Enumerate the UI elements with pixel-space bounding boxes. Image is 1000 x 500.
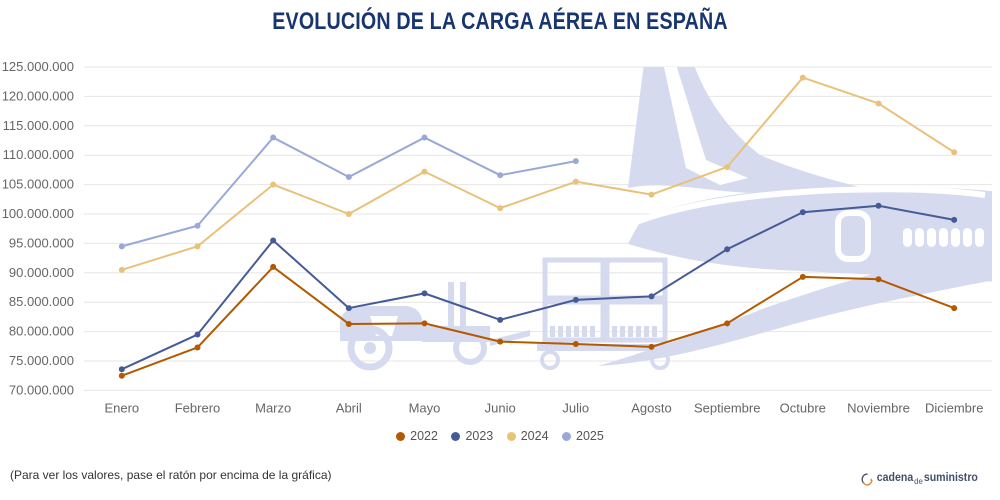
svg-text:85.000.000: 85.000.000 — [9, 294, 74, 309]
svg-text:Noviembre: Noviembre — [847, 400, 910, 415]
svg-text:Abril: Abril — [336, 400, 362, 415]
svg-text:90.000.000: 90.000.000 — [9, 265, 74, 280]
svg-text:120.000.000: 120.000.000 — [2, 88, 74, 103]
svg-text:80.000.000: 80.000.000 — [9, 324, 74, 339]
svg-text:105.000.000: 105.000.000 — [2, 177, 74, 192]
svg-text:95.000.000: 95.000.000 — [9, 235, 74, 250]
svg-text:Diciembre: Diciembre — [925, 400, 984, 415]
svg-text:Septiembre: Septiembre — [694, 400, 760, 415]
svg-text:Junio: Junio — [485, 400, 516, 415]
svg-text:Octubre: Octubre — [780, 400, 826, 415]
svg-text:Mayo: Mayo — [409, 400, 441, 415]
svg-text:70.000.000: 70.000.000 — [9, 382, 74, 397]
svg-text:75.000.000: 75.000.000 — [9, 353, 74, 368]
svg-text:110.000.000: 110.000.000 — [3, 147, 74, 162]
svg-text:115.000.000: 115.000.000 — [3, 118, 74, 133]
svg-text:Agosto: Agosto — [631, 400, 671, 415]
svg-text:Febrero: Febrero — [175, 400, 221, 415]
svg-text:Julio: Julio — [562, 400, 589, 415]
svg-text:125.000.000: 125.000.000 — [2, 59, 74, 74]
svg-text:100.000.000: 100.000.000 — [2, 206, 74, 221]
svg-text:Enero: Enero — [104, 400, 139, 415]
svg-text:Marzo: Marzo — [255, 400, 291, 415]
